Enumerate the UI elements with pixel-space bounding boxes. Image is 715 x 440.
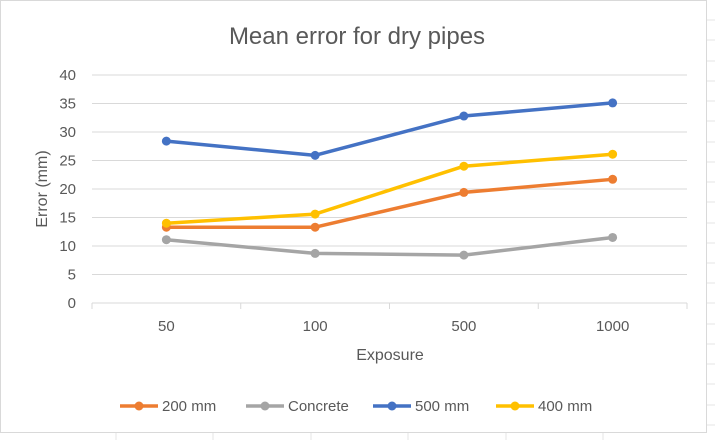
x-tick-label: 1000 [596,318,629,335]
legend-swatch-marker [387,401,397,411]
legend-swatch-marker [260,401,270,411]
data-point [161,235,171,245]
legend-swatch-marker [134,401,144,411]
data-point [459,111,469,121]
series-line [164,235,615,257]
x-axis-tick-labels: 50 100 500 1000 [158,318,629,335]
series-500-mm [161,98,618,160]
y-tick-label: 15 [59,210,76,227]
legend: 200 mm Concrete 500 mm 400 mm [120,398,592,415]
x-tick-label: 100 [303,318,328,335]
y-tick-label: 5 [68,267,76,284]
series-400-mm [161,149,618,228]
data-point [608,232,618,242]
legend-item: Concrete [246,398,349,415]
data-point [608,98,618,108]
data-point [310,209,320,219]
legend-label: 400 mm [538,398,592,415]
y-tick-label: 40 [59,67,76,84]
series-line [164,101,615,158]
y-tick-label: 0 [68,295,76,312]
data-point [459,250,469,260]
data-point [161,218,171,228]
data-point [310,248,320,258]
x-axis-title: Exposure [356,347,424,364]
legend-label: 200 mm [162,398,216,415]
y-tick-label: 10 [59,238,76,255]
data-point [459,187,469,197]
y-tick-label: 35 [59,96,76,113]
x-tick-label: 50 [158,318,175,335]
series-line [164,152,615,225]
x-tick-label: 500 [451,318,476,335]
legend-label: 500 mm [415,398,469,415]
data-point [608,174,618,184]
y-axis-title: Error (mm) [34,150,51,227]
legend-swatch-marker [510,401,520,411]
series-concrete [161,232,618,260]
data-point [161,136,171,146]
legend-label: Concrete [288,398,349,415]
y-tick-label: 30 [59,124,76,141]
y-axis-tick-labels: 0 5 10 15 20 25 30 35 40 [59,67,76,312]
chart-title: Mean error for dry pipes [229,23,485,50]
data-point [310,150,320,160]
legend-item: 200 mm [120,398,216,415]
legend-item: 400 mm [496,398,592,415]
y-tick-label: 25 [59,153,76,170]
series-line [164,177,615,229]
data-series [161,98,618,260]
y-tick-label: 20 [59,181,76,198]
data-point [310,222,320,232]
data-point [608,149,618,159]
data-point [459,161,469,171]
legend-item: 500 mm [373,398,469,415]
